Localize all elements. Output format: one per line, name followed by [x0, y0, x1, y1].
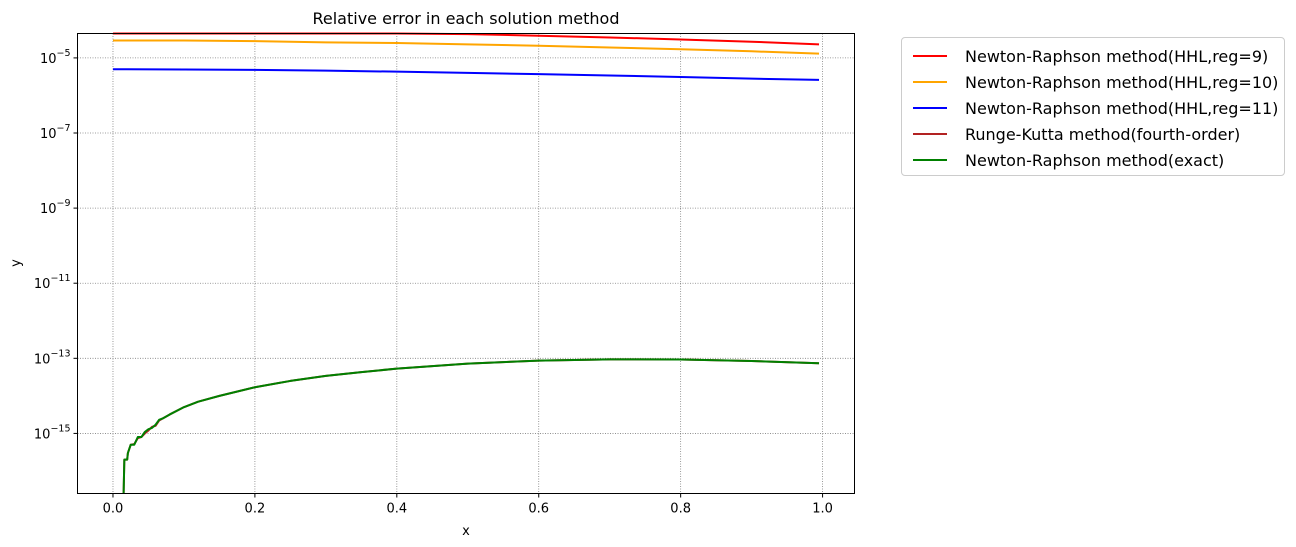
x-axis-label: x — [462, 524, 470, 539]
series-line — [112, 68, 820, 81]
y-axis-ticks: 10−15 10−13 10−11 10−9 10−7 10−5 — [34, 48, 78, 442]
legend-label: Runge-Kutta method(fourth-order) — [965, 124, 1241, 144]
y-tick-label: 10−9 — [40, 198, 71, 217]
x-tick-label: 1.0 — [812, 502, 833, 517]
plot-area-frame — [77, 33, 855, 494]
y-tick-label: 10−15 — [34, 423, 71, 442]
x-axis-ticks: 0.0 0.2 0.4 0.6 0.8 1.0 — [103, 493, 833, 517]
x-tick-label: 0.6 — [528, 502, 549, 517]
legend-swatch — [913, 107, 947, 109]
legend-swatch — [913, 55, 947, 57]
x-tick-label: 0.8 — [670, 502, 691, 517]
series-lines — [112, 32, 820, 494]
legend-swatch — [913, 133, 947, 135]
series-line — [112, 32, 820, 46]
chart-legend: Newton-Raphson method(HHL,reg=9) Newton-… — [901, 37, 1285, 176]
legend-swatch — [913, 81, 947, 83]
x-tick-label: 0.0 — [103, 502, 124, 517]
y-tick-label: 10−5 — [40, 48, 71, 67]
y-tick-label: 10−13 — [34, 348, 71, 367]
series-line — [122, 358, 820, 494]
legend-entry: Runge-Kutta method(fourth-order) — [902, 121, 1284, 147]
y-axis-label: y — [9, 259, 24, 267]
grid-lines — [77, 33, 855, 494]
legend-entry: Newton-Raphson method(HHL,reg=10) — [902, 69, 1284, 95]
series-line — [122, 358, 820, 494]
legend-swatch — [913, 159, 947, 161]
y-tick-label: 10−7 — [40, 123, 71, 142]
legend-entry: Newton-Raphson method(HHL,reg=9) — [902, 43, 1284, 69]
legend-entry: Newton-Raphson method(exact) — [902, 147, 1284, 173]
y-tick-label: 10−11 — [34, 273, 71, 292]
chart-title: Relative error in each solution method — [312, 9, 619, 28]
legend-entry: Newton-Raphson method(HHL,reg=11) — [902, 95, 1284, 121]
x-tick-label: 0.4 — [386, 502, 407, 517]
legend-label: Newton-Raphson method(HHL,reg=11) — [965, 98, 1279, 118]
legend-label: Newton-Raphson method(HHL,reg=10) — [965, 72, 1279, 92]
x-tick-label: 0.2 — [245, 502, 266, 517]
series-line — [112, 39, 820, 55]
legend-label: Newton-Raphson method(exact) — [965, 150, 1225, 170]
legend-label: Newton-Raphson method(HHL,reg=9) — [965, 46, 1269, 66]
